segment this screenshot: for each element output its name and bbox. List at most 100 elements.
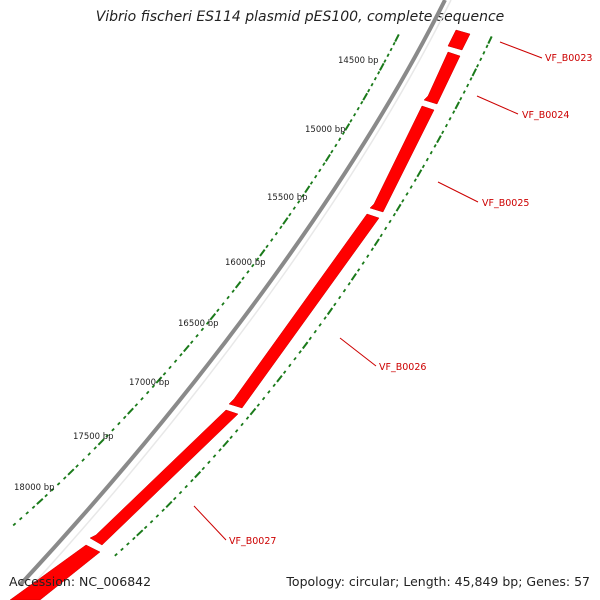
inner-ring-tick [323, 316, 327, 320]
outer-ring-tick [56, 482, 61, 486]
inner-ring-tick [207, 460, 211, 465]
inner-ring-tick [178, 490, 183, 495]
outer-ring-tick [324, 153, 331, 162]
inner-ring-tick [338, 295, 342, 300]
inner-ring-tick [222, 439, 230, 448]
outer-ring-tick [279, 225, 283, 230]
inner-ring-tick [401, 199, 405, 203]
outer-ring-tick [394, 33, 400, 43]
outer-ring-tick [389, 47, 393, 52]
inner-ring-tick [471, 68, 477, 77]
inner-ring-tick [308, 336, 312, 341]
inner-ring-tick [194, 471, 202, 479]
backbone-inner-line [27, 0, 452, 591]
inner-ring-tick [234, 429, 239, 433]
outer-ring-tick [356, 106, 360, 111]
scale-label-17500: 17500 bp [73, 432, 114, 442]
inner-ring-tick [416, 169, 423, 178]
outer-ring-tick [338, 137, 342, 142]
accession-label: Accession: NC_006842 [9, 574, 152, 589]
outer-ring-tick [67, 468, 75, 476]
outer-ring-tick [97, 438, 105, 446]
outer-ring-tick [145, 390, 150, 395]
gene-arrow-vf-b0024[interactable] [423, 51, 461, 105]
inner-ring-tick [313, 329, 317, 334]
outer-ring-tick [36, 497, 44, 505]
outer-ring-tick [226, 295, 230, 300]
outer-ring-tick [349, 119, 353, 123]
inner-ring-tick [165, 500, 173, 509]
inner-ring-tick [452, 110, 456, 114]
outer-ring-tick [209, 312, 217, 321]
outer-ring-tick [318, 168, 322, 173]
outer-ring-tick [19, 516, 23, 521]
outer-ring-tick [216, 308, 220, 313]
inner-ring-tick [126, 542, 130, 546]
outer-ring-tick [344, 123, 351, 131]
outer-ring-tick [334, 143, 338, 148]
inner-ring-tick [190, 478, 194, 483]
inner-ring-tick [288, 363, 292, 368]
inner-ring-tick [487, 35, 493, 45]
inner-ring-tick [413, 178, 417, 182]
outer-ring-tick [297, 200, 301, 204]
outer-ring-tick [251, 263, 255, 268]
outer-ring-tick [392, 41, 396, 46]
inner-ring-tick [436, 135, 442, 144]
leader-vf-b0024 [476, 95, 519, 115]
inner-ring-tick [172, 496, 177, 501]
inner-ring-tick [356, 268, 361, 272]
leader-vf-b0025 [437, 181, 479, 203]
scale-label-15500: 15500 bp [267, 193, 308, 203]
inner-ring-tick [276, 374, 283, 383]
inner-ring-tick [392, 212, 396, 217]
gene-arrow-vf-b0025[interactable] [369, 105, 435, 213]
outer-ring-tick [200, 327, 205, 332]
scale-label-17000: 17000 bp [129, 378, 170, 388]
outer-ring-tick [179, 353, 183, 357]
gene-label-vf-b0025[interactable]: VF_B0025 [482, 198, 529, 209]
outer-ring-tick [134, 403, 139, 407]
outer-ring-tick [151, 384, 156, 389]
gene-label-vf-b0023[interactable]: VF_B0023 [545, 53, 592, 64]
outer-ring-tick [12, 522, 17, 527]
inner-ring-tick [184, 484, 188, 489]
inner-ring-tick [347, 281, 351, 286]
outer-ring-tick [379, 62, 385, 71]
outer-ring-tick [265, 244, 269, 249]
outer-ring-tick [282, 217, 289, 225]
scale-label-18000: 18000 bp [14, 483, 55, 493]
outer-ring-tick [62, 476, 67, 480]
inner-ring-tick [161, 508, 165, 513]
gene-arrow-vf-b0023[interactable] [447, 29, 471, 51]
inner-ring-tick [256, 403, 260, 407]
leader-vf-b0027 [193, 505, 227, 541]
inner-ring-tick [454, 101, 460, 110]
inner-ring-tick [120, 547, 124, 552]
inner-ring-tick [201, 466, 206, 471]
outer-ring-tick [168, 365, 172, 370]
gene-arrow-next[interactable] [9, 544, 101, 600]
gene-label-vf-b0024[interactable]: VF_B0024 [522, 110, 569, 121]
outer-ring-tick [322, 162, 326, 166]
gene-arrow-vf-b0027[interactable] [89, 409, 239, 546]
inner-ring-tick [421, 164, 425, 169]
outer-ring-tick [25, 511, 29, 515]
inner-ring-tick [361, 261, 365, 265]
outer-ring-tick [292, 206, 296, 211]
inner-ring-tick [429, 150, 433, 155]
outer-ring-tick [373, 76, 377, 81]
inner-ring-tick [395, 203, 402, 212]
inner-ring-tick [326, 307, 334, 316]
gene-arrow-vf-b0026[interactable] [228, 213, 380, 409]
gene-label-vf-b0026[interactable]: VF_B0026 [379, 362, 426, 373]
gene-label-vf-b0027[interactable]: VF_B0027 [229, 536, 276, 547]
inner-ring-tick [350, 273, 357, 281]
inner-ring-tick [301, 341, 309, 350]
inner-ring-tick [218, 448, 222, 452]
outer-ring-tick [44, 493, 48, 498]
outer-ring-tick [377, 70, 381, 75]
inner-ring-tick [433, 144, 437, 148]
inner-ring-tick [149, 519, 154, 524]
